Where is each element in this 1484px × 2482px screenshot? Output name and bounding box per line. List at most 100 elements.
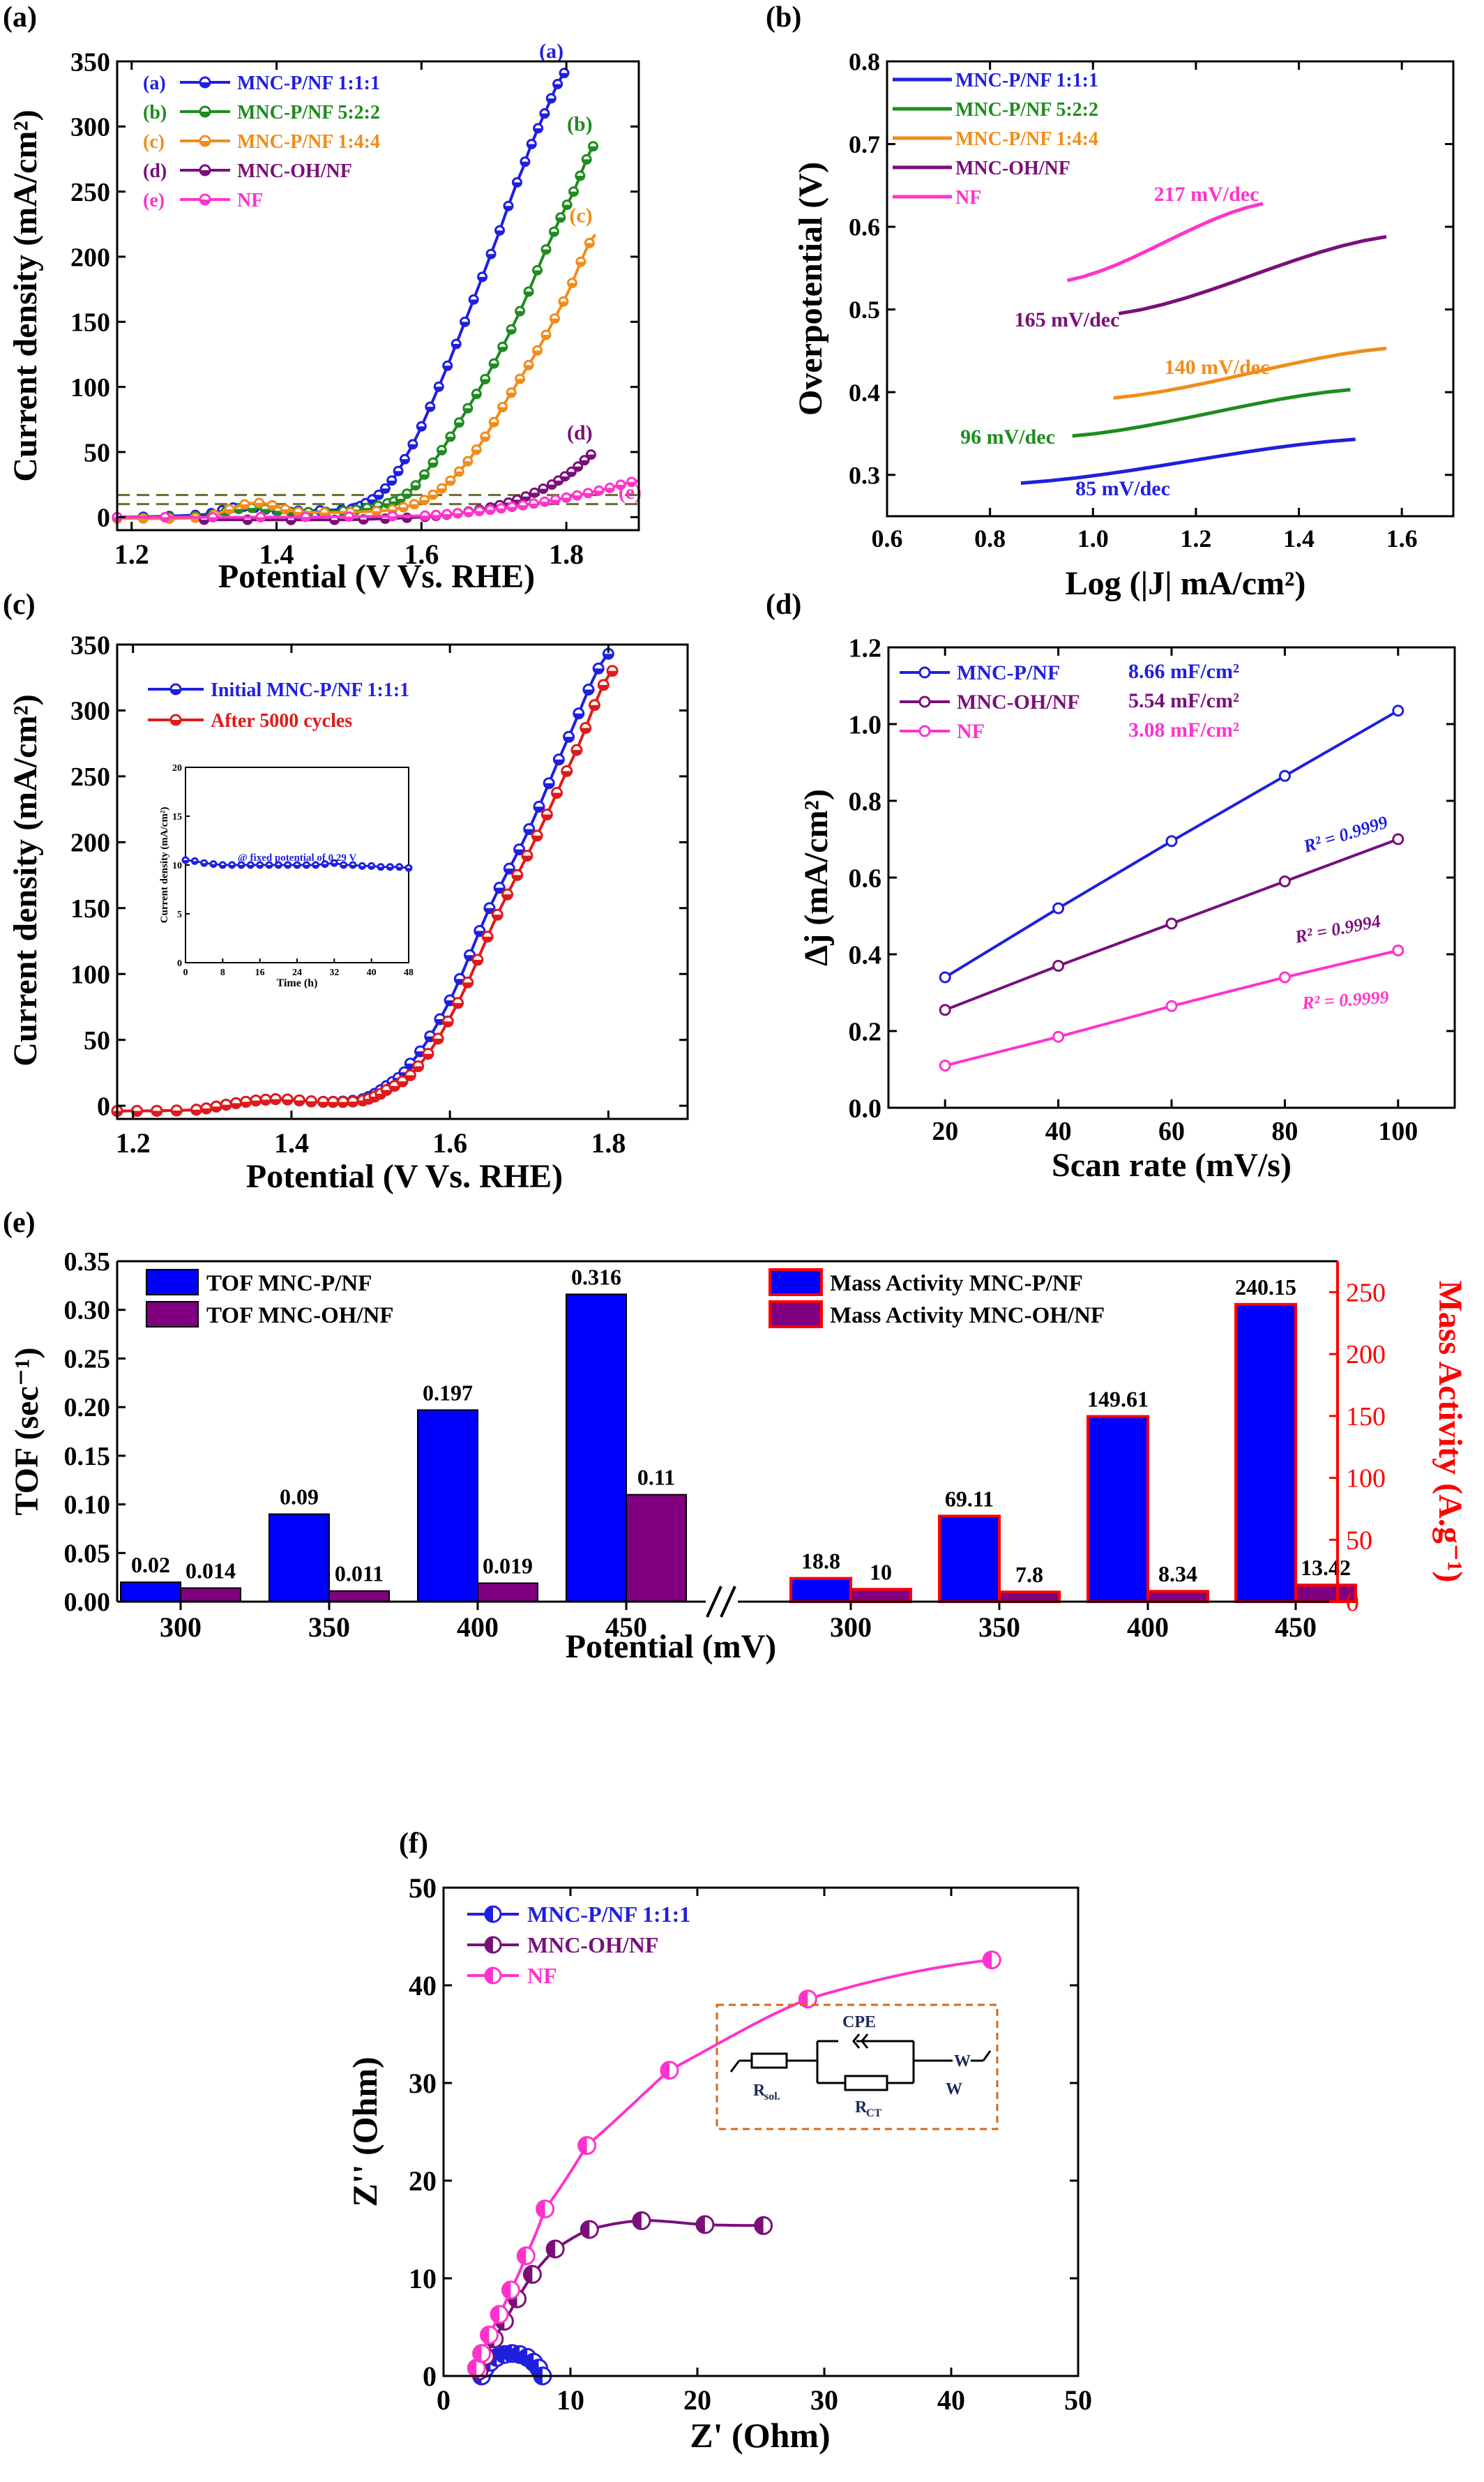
series-line <box>1020 437 1356 486</box>
inset-marker-fill <box>368 866 374 869</box>
series-marker-fill <box>556 217 565 222</box>
mass-bar-mnc-p <box>938 1514 1001 1603</box>
series-marker-fill <box>514 849 524 855</box>
series-marker-fill <box>983 1951 992 1969</box>
series-marker-fill <box>568 283 577 287</box>
plot-frame <box>442 1886 1080 2377</box>
rsol-label: R <box>753 2082 766 2100</box>
x-tick-label: 1.6 <box>404 539 439 570</box>
series-marker-fill <box>547 484 556 489</box>
circuit-wire <box>729 2060 741 2073</box>
series-marker-fill <box>420 474 429 479</box>
legend-key: (e) <box>143 190 165 211</box>
inset-marker-fill <box>220 865 226 868</box>
resistor-rsol <box>750 2052 788 2069</box>
panel-label: (f) <box>399 1828 428 1860</box>
x-tick-label: 1.0 <box>1077 525 1109 552</box>
legend-label: MNC-P/NF <box>957 661 1060 684</box>
inset-x-tick-label: 0 <box>183 968 188 978</box>
y-tick-label-left: 0.00 <box>64 1588 111 1617</box>
series-marker-fill <box>527 144 536 149</box>
tof-value-label: 0.011 <box>335 1561 384 1586</box>
cpe-label: CPE <box>842 2013 876 2031</box>
inset-x-tick-label: 48 <box>404 968 414 978</box>
x-tick-label: 1.4 <box>259 539 294 570</box>
mass-bar-mnc-p <box>789 1577 852 1603</box>
legend-label: MNC-P/NF 5:2:2 <box>237 102 380 123</box>
series-marker-fill <box>301 517 310 522</box>
series-marker-fill <box>428 495 437 499</box>
series-marker-fill <box>561 771 572 776</box>
y-tick-label-left: 0.25 <box>64 1344 111 1374</box>
series-marker-fill <box>507 329 516 334</box>
inset-marker-fill <box>192 861 198 864</box>
y-tick-label: 100 <box>70 373 110 403</box>
rsol-subscript: sol. <box>764 2091 780 2103</box>
rct-subscript: CT <box>866 2107 882 2119</box>
series-marker-fill <box>573 466 582 471</box>
inset-marker-fill <box>238 865 244 868</box>
series-marker-fill <box>559 73 568 77</box>
series-marker-fill <box>490 363 499 368</box>
plot-frame <box>116 643 689 1120</box>
tof-value-label: 0.014 <box>186 1558 236 1583</box>
mass-value-label: 149.61 <box>1087 1387 1149 1412</box>
y-axis-label: Δj (mA/cm²) <box>798 789 835 966</box>
series-marker-fill <box>318 1101 328 1107</box>
chart-b: 85 mV/dec MNC-P/NF 1:1:1 96 mV/dec MNC-P/NF… <box>792 48 1455 602</box>
series-line <box>1113 346 1387 400</box>
y-tick-label: 50 <box>84 438 110 467</box>
inset-y-tick-label: 0 <box>177 958 182 969</box>
legend-swatch <box>146 1269 199 1295</box>
series-marker-fill <box>478 276 487 281</box>
series-marker-fill <box>231 1103 241 1108</box>
x-tick-label: 1.8 <box>549 539 584 570</box>
tafel-slope-label: 217 mV/dec <box>1154 183 1259 206</box>
series-marker-fill <box>540 502 549 506</box>
series-marker-fill <box>576 262 585 266</box>
resistor-rct <box>844 2075 888 2091</box>
y-tick-label: 40 <box>409 1970 437 2001</box>
x-tick-label: 20 <box>932 1117 958 1146</box>
series-marker-fill <box>567 472 576 476</box>
series-marker-fill <box>512 875 522 880</box>
legend-marker-fill <box>171 720 181 725</box>
series-marker-fill <box>538 488 547 493</box>
tof-value-label: 0.316 <box>571 1264 621 1289</box>
y-tick-label-right: 100 <box>1346 1464 1386 1494</box>
series-marker-fill <box>507 392 516 397</box>
inset-marker-fill <box>266 865 272 868</box>
x-tick-label: 400 <box>457 1611 499 1643</box>
series-marker-fill <box>550 232 559 236</box>
series-marker-fill <box>532 835 543 841</box>
series-marker <box>1392 945 1404 956</box>
y-tick-label: 0 <box>423 2361 437 2392</box>
x-axis-label: Log (|J| mA/cm²) <box>1066 565 1306 602</box>
x-axis-label: Potential (V Vs. RHE) <box>246 1158 563 1195</box>
tafel-slope-label: 96 mV/dec <box>960 426 1055 449</box>
series-marker-fill <box>483 936 493 942</box>
inset-marker-fill <box>387 866 393 870</box>
inset-marker-fill <box>294 865 300 868</box>
legend-label: MNC-P/NF 1:1:1 <box>955 70 1098 91</box>
series-marker-fill <box>400 459 409 464</box>
series-marker-fill <box>490 422 499 427</box>
legend-label: MNC-P/NF 1:1:1 <box>237 73 380 94</box>
series-marker-fill <box>472 449 481 454</box>
series-marker-fill <box>433 1038 444 1044</box>
y-axis-label: Current density (mA/cm²) <box>7 110 44 481</box>
series-marker-fill <box>139 518 148 523</box>
series-marker-fill <box>338 1101 348 1107</box>
series-marker-fill <box>389 1085 400 1091</box>
tof-bar-mnc-p <box>417 1409 478 1602</box>
x-tick-label: 80 <box>1271 1117 1298 1146</box>
series-marker-fill <box>437 488 446 493</box>
series-marker-fill <box>799 1990 808 2008</box>
circuit-box <box>716 2003 999 2130</box>
series-marker-fill <box>463 461 472 466</box>
tof-bar-mnc-oh <box>180 1587 241 1602</box>
y-tick-label: 0.7 <box>849 130 880 158</box>
series-marker-fill <box>575 176 584 181</box>
series-marker-fill <box>160 517 169 522</box>
series-marker <box>1278 875 1291 887</box>
